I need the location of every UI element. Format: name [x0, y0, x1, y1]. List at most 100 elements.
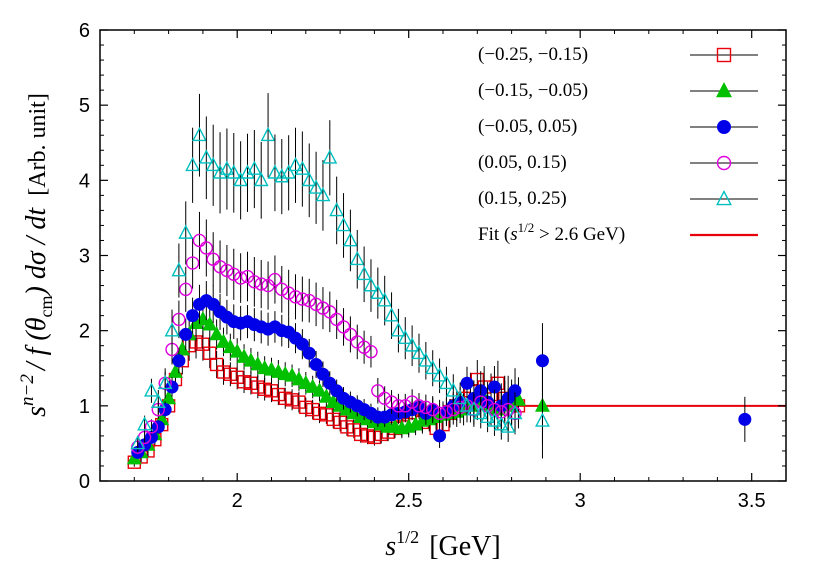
data-layer	[126, 93, 786, 469]
y-tick-label: 4	[79, 170, 90, 192]
series-5	[130, 93, 550, 451]
data-point	[439, 405, 454, 419]
data-point	[432, 406, 447, 421]
data-point	[473, 404, 489, 420]
data-point	[288, 156, 303, 172]
data-point	[227, 267, 241, 281]
data-point	[264, 384, 279, 398]
data-point	[371, 384, 385, 398]
legend-label-series-3: (−0.05, 0.05)	[478, 116, 577, 137]
data-point	[164, 322, 180, 337]
data-point	[363, 277, 379, 292]
data-point	[360, 429, 375, 443]
y-axis-label-s: s	[21, 406, 52, 417]
data-point	[292, 395, 306, 409]
data-point	[250, 356, 266, 371]
data-point	[253, 171, 269, 187]
data-point	[192, 126, 207, 142]
data-point	[157, 374, 173, 390]
data-point	[357, 340, 371, 354]
data-point	[205, 156, 221, 172]
data-point	[274, 168, 290, 183]
data-point	[329, 201, 345, 217]
data-point	[535, 354, 549, 368]
data-point	[172, 312, 186, 327]
data-point	[309, 297, 323, 312]
x-tick-label: 3	[575, 490, 586, 512]
data-point	[216, 365, 231, 379]
data-point	[391, 399, 406, 413]
data-point	[438, 374, 454, 390]
data-point	[244, 376, 258, 390]
data-point	[295, 292, 310, 306]
data-point	[404, 337, 420, 352]
data-point	[237, 375, 251, 389]
data-point	[171, 262, 187, 277]
data-point	[312, 406, 327, 421]
data-point	[203, 346, 217, 360]
data-point	[186, 309, 200, 323]
ticks-layer: 2 2.5 3 3.5 0 1 2 3 4 5 6	[79, 20, 787, 512]
legend-marker-series-2	[716, 82, 732, 98]
data-point	[209, 357, 224, 372]
x-tick-label: 2.5	[395, 490, 423, 512]
data-point	[329, 312, 344, 327]
data-point	[412, 399, 426, 413]
data-point	[305, 402, 320, 417]
data-point	[299, 400, 313, 415]
data-point	[316, 367, 330, 381]
data-point	[281, 286, 296, 300]
legend-label-fit: Fit (s1/2 > 2.6 GeV)	[478, 220, 625, 245]
data-point	[137, 416, 153, 431]
data-point	[419, 400, 433, 415]
legend-marker-series-1	[716, 47, 732, 63]
data-point	[432, 367, 448, 382]
data-point	[336, 320, 351, 334]
x-tick-label: 2	[232, 490, 243, 512]
data-point	[411, 344, 427, 360]
data-point	[206, 252, 220, 266]
y-tick-label: 6	[79, 20, 90, 42]
legend-marker-series-5	[716, 190, 732, 206]
data-point	[370, 284, 386, 299]
data-point	[144, 420, 159, 434]
data-point	[302, 293, 316, 308]
data-point	[143, 382, 159, 397]
x-axis-label-unit: [GeV]	[429, 531, 501, 562]
data-point	[480, 408, 496, 423]
data-point	[308, 179, 324, 194]
data-point	[486, 412, 502, 427]
data-point	[178, 224, 194, 239]
data-point	[322, 149, 338, 164]
data-point	[384, 307, 400, 322]
data-point	[298, 374, 314, 390]
data-point	[349, 250, 365, 266]
data-point	[267, 164, 283, 179]
data-point	[172, 354, 186, 368]
y-axis-label-exponent: n−2	[17, 374, 38, 406]
legend-marker-series-3	[717, 120, 731, 134]
data-point	[151, 420, 165, 434]
data-point	[738, 412, 752, 426]
data-point	[460, 376, 474, 390]
legend-label-series-5: (0.15, 0.25)	[478, 188, 567, 209]
data-point	[226, 164, 242, 179]
x-axis-label-base: s	[385, 531, 396, 562]
data-point	[390, 322, 406, 337]
data-point	[192, 233, 207, 248]
data-point	[323, 305, 337, 319]
y-tick-label: 5	[79, 95, 90, 117]
data-point	[333, 415, 347, 430]
data-point	[384, 395, 399, 409]
data-point	[507, 404, 523, 420]
y-tick-label: 2	[79, 321, 90, 343]
data-point	[309, 357, 323, 371]
data-point	[445, 382, 461, 397]
data-point	[326, 412, 340, 427]
data-point	[302, 346, 316, 360]
x-axis-label: s1/2 [GeV]	[385, 527, 500, 562]
data-point	[196, 337, 210, 351]
data-point	[405, 395, 419, 409]
data-point	[198, 149, 214, 164]
